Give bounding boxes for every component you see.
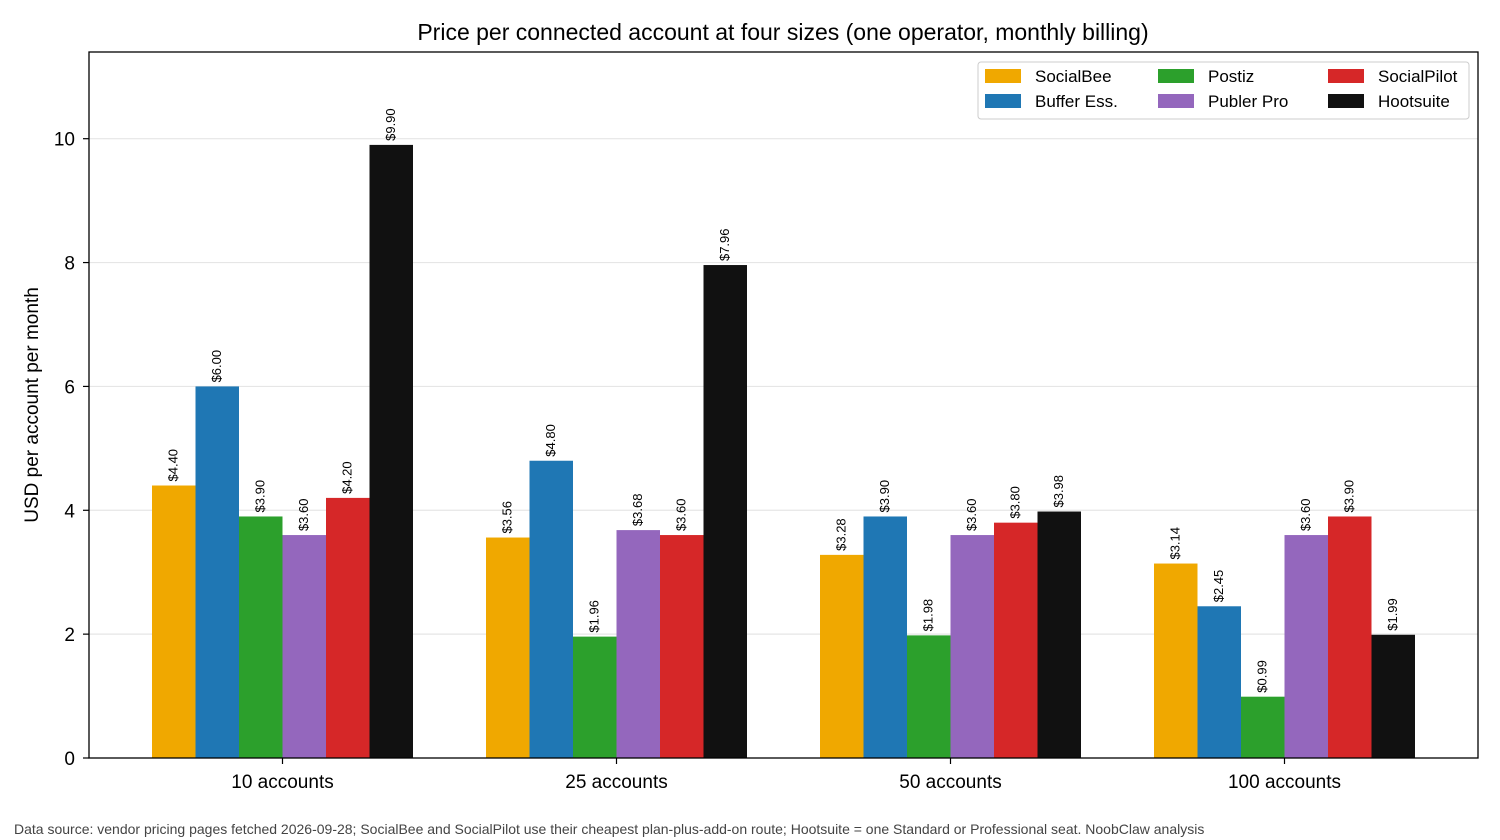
- bar: [1284, 535, 1328, 758]
- bar-value-label: $3.60: [296, 499, 311, 532]
- bar: [282, 535, 326, 758]
- legend-label: Buffer Ess.: [1035, 92, 1118, 111]
- chart-title: Price per connected account at four size…: [417, 19, 1148, 45]
- bar: [152, 485, 196, 758]
- bar-value-labels: $4.40 $3.56 $3.28 $3.14 $6.00 $4.80 $3.90 $2.45…: [166, 108, 1401, 692]
- y-axis-label: USD per account per month: [22, 287, 43, 523]
- bar: [195, 386, 239, 758]
- bar-value-label: $3.90: [877, 480, 892, 513]
- bar-value-label: $9.90: [383, 108, 398, 141]
- bar-value-label: $3.14: [1168, 527, 1183, 560]
- bar-value-label: $2.45: [1211, 570, 1226, 603]
- legend-item: Hootsuite: [1328, 92, 1450, 111]
- legend-swatch: [1328, 69, 1364, 83]
- legend-item: Buffer Ess.: [985, 92, 1118, 111]
- legend-item: SocialPilot: [1328, 67, 1458, 86]
- legend-item: Postiz: [1158, 67, 1254, 86]
- bar: [1037, 511, 1081, 758]
- bar: [1241, 696, 1285, 758]
- bar-value-label: $3.98: [1051, 475, 1066, 508]
- bar: [529, 460, 573, 758]
- x-tick-label: 50 accounts: [899, 772, 1001, 793]
- y-axis-ticks: 0 2 4 6 8 10: [54, 130, 89, 770]
- bar: [326, 497, 370, 758]
- bar-value-label: $0.99: [1255, 660, 1270, 693]
- bar-value-label: $3.68: [630, 494, 645, 527]
- data-source-footnote: Data source: vendor pricing pages fetche…: [14, 821, 1205, 837]
- grid-lines: [89, 138, 1478, 635]
- bar-value-label: $7.96: [717, 228, 732, 261]
- bar-value-label: $3.80: [1008, 486, 1023, 519]
- bar-value-label: $3.90: [253, 480, 268, 513]
- bar-value-label: $3.56: [500, 501, 515, 534]
- bar: [703, 265, 747, 758]
- legend-label: Postiz: [1208, 67, 1254, 86]
- bar: [239, 516, 283, 758]
- bar: [1328, 516, 1372, 758]
- x-tick-label: 100 accounts: [1228, 772, 1341, 793]
- legend-swatch: [1158, 69, 1194, 83]
- legend-swatch: [1328, 94, 1364, 108]
- plot-frame: [88, 51, 1479, 759]
- y-tick-label: 0: [64, 749, 75, 770]
- bar: [616, 530, 660, 758]
- bar-value-label: $1.98: [921, 599, 936, 632]
- bar-value-label: $3.60: [674, 499, 689, 532]
- legend-swatch: [985, 69, 1021, 83]
- legend: SocialBee Buffer Ess. Postiz Publer Pro Soci…: [977, 61, 1470, 120]
- y-tick-label: 6: [64, 377, 75, 398]
- bar: [950, 535, 994, 758]
- bars: [152, 144, 1415, 759]
- legend-label: SocialPilot: [1378, 67, 1458, 86]
- y-tick-label: 8: [64, 254, 75, 275]
- legend-swatch: [985, 94, 1021, 108]
- bar: [907, 635, 951, 758]
- bar: [660, 535, 704, 758]
- bar-value-label: $3.90: [1342, 480, 1357, 513]
- bar-value-label: $1.99: [1385, 598, 1400, 631]
- bar-value-label: $4.20: [340, 461, 355, 494]
- legend-swatch: [1158, 94, 1194, 108]
- x-axis-ticks: 10 accounts 25 accounts 50 accounts 100 acc…: [231, 758, 1341, 793]
- bar: [486, 537, 530, 758]
- bar-value-label: $3.60: [1298, 499, 1313, 532]
- legend-item: Publer Pro: [1158, 92, 1288, 111]
- bar: [1154, 563, 1198, 758]
- y-tick-label: 2: [64, 625, 75, 646]
- bar-value-label: $4.40: [166, 449, 181, 482]
- bar: [573, 636, 617, 758]
- bar: [369, 144, 413, 759]
- legend-label: Publer Pro: [1208, 92, 1288, 111]
- y-tick-label: 4: [64, 501, 75, 522]
- legend-item: SocialBee: [985, 67, 1112, 86]
- bar-value-label: $3.28: [834, 518, 849, 551]
- bar-value-label: $3.60: [964, 499, 979, 532]
- x-tick-label: 25 accounts: [565, 772, 667, 793]
- bar: [994, 522, 1038, 758]
- bar: [863, 516, 907, 758]
- y-tick-label: 10: [54, 130, 75, 151]
- bar: [820, 554, 864, 758]
- x-tick-label: 10 accounts: [231, 772, 333, 793]
- legend-label: Hootsuite: [1378, 92, 1450, 111]
- bar-value-label: $4.80: [543, 424, 558, 457]
- bar: [1197, 606, 1241, 758]
- bar-value-label: $1.96: [587, 600, 602, 633]
- bar: [1371, 634, 1415, 758]
- legend-label: SocialBee: [1035, 67, 1112, 86]
- bar-value-label: $6.00: [209, 350, 224, 383]
